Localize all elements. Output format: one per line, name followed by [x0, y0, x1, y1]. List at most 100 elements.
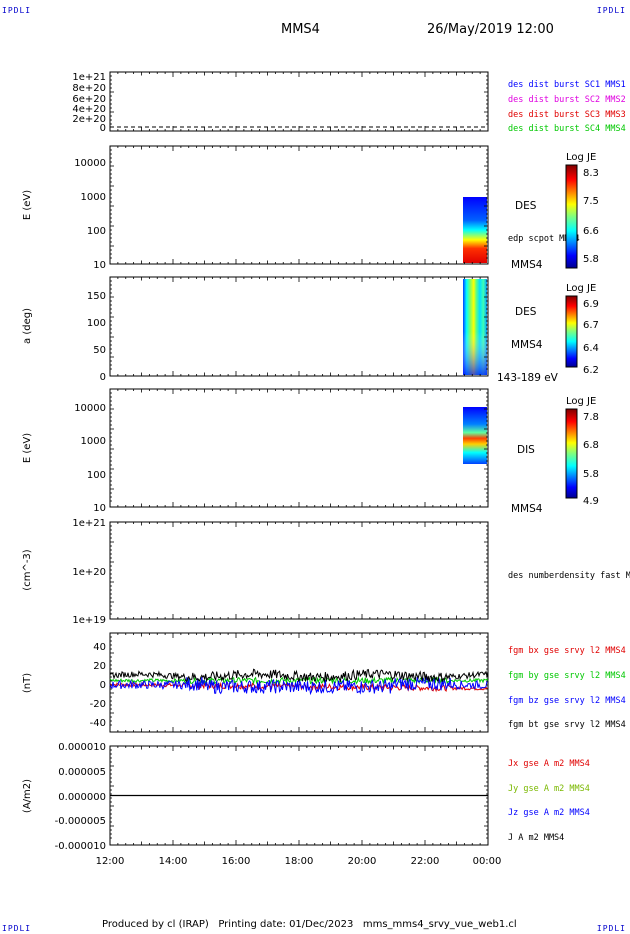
panel3-colorbar-tick-0: 6.9: [583, 299, 599, 310]
panel2-ytick-0: 10000: [74, 158, 106, 169]
panel1-legend-sc2: des dist burst SC2 MMS2: [508, 95, 626, 105]
panel5-ytick-1: 1e+20: [72, 567, 106, 578]
panel4-colorbar-tick-1: 6.8: [583, 440, 599, 451]
panel3-spectrogram: [463, 279, 487, 375]
panel4-colorbar-title: Log JE: [566, 396, 596, 407]
panel5-frame: [109, 521, 489, 620]
panel3-ytick-1: 100: [87, 318, 106, 329]
panel3-colorbar-title: Log JE: [566, 283, 596, 294]
panel4-ytick-3: 10: [93, 503, 106, 514]
panel1-ytick-3: 4e+20: [72, 104, 106, 115]
xtick-0: 12:00: [96, 856, 125, 867]
panel4-colorbar: [565, 408, 578, 499]
panel4-ytick-2: 100: [87, 470, 106, 481]
corner-label-top-right: IPDLI: [596, 6, 626, 15]
panel4-spectrogram: [463, 407, 487, 464]
panel4-ytick-0: 10000: [74, 403, 106, 414]
panel6-ytick-1: 20: [93, 661, 106, 672]
panel4-side-label: DIS: [517, 444, 535, 456]
panel1-ytick-0: 1e+21: [72, 72, 106, 83]
xtick-1: 14:00: [159, 856, 188, 867]
panel3-ylabel: a (deg): [22, 308, 33, 344]
panel2-colorbar-tick-1: 7.5: [583, 196, 599, 207]
panel3-colorbar-tick-2: 6.4: [583, 343, 599, 354]
spacecraft-title: MMS4: [281, 22, 320, 37]
panel1-legend-sc1: des dist burst SC1 MMS1: [508, 80, 626, 90]
panel2-colorbar: [565, 164, 578, 269]
panel2-spectrogram: [463, 197, 487, 263]
xtick-6: 00:00: [473, 856, 502, 867]
panel3-extra-label: MMS4: [511, 339, 543, 351]
panel1-ytick-5: 0: [100, 123, 106, 134]
footer-text: Produced by cl (IRAP) Printing date: 01/…: [102, 919, 517, 930]
panel6-ytick-2: 0: [100, 680, 106, 691]
axis-ticks: [109, 72, 489, 845]
panel6-legend-bt: fgm bt gse srvy l2 MMS4: [508, 720, 626, 730]
panel2-ylabel: E (eV): [22, 190, 33, 220]
panel7-legend-jx: Jx gse A m2 MMS4: [508, 759, 590, 769]
panel5-ytick-2: 1e+19: [72, 615, 106, 626]
panel1-legend-sc3: des dist burst SC3 MMS3: [508, 110, 626, 120]
panel4-ylabel: E (eV): [22, 433, 33, 463]
panel4-ytick-1: 1000: [81, 436, 106, 447]
xtick-4: 20:00: [348, 856, 377, 867]
panel2-colorbar-title: Log JE: [566, 152, 596, 163]
panel3-frame: [109, 276, 489, 377]
panel5-ytick-0: 1e+21: [72, 518, 106, 529]
panel4-bottom-label: MMS4: [511, 503, 543, 515]
panel2-ytick-3: 10: [93, 260, 106, 271]
panel3-colorbar-tick-1: 6.7: [583, 320, 599, 331]
panel2-colorbar-tick-0: 8.3: [583, 168, 599, 179]
corner-label-bottom-left: IPDLI: [2, 924, 32, 933]
panel2-ytick-2: 100: [87, 226, 106, 237]
panel5-ylabel: (cm^-3): [22, 549, 33, 590]
panel3-ytick-2: 50: [93, 345, 106, 356]
panel6-ytick-4: -40: [90, 718, 106, 729]
panel7-ylabel: (A/m2): [22, 779, 33, 813]
panel6-ytick-3: -20: [90, 699, 106, 710]
date-title: 26/May/2019 12:00: [427, 22, 554, 37]
panel7-ytick-1: 0.000005: [58, 767, 106, 778]
panel3-ytick-0: 150: [87, 291, 106, 302]
xtick-2: 16:00: [222, 856, 251, 867]
panel5-legend-density: des numberdensity fast M: [508, 571, 630, 581]
panel3-side-label: DES: [515, 306, 537, 318]
panel6-traces: [109, 668, 489, 696]
panel1-ytick-4: 2e+20: [72, 114, 106, 125]
corner-label-top-left: IPDLI: [2, 6, 32, 15]
panel7-legend-jz: Jz gse A m2 MMS4: [508, 808, 590, 818]
panel3-colorbar: [565, 295, 578, 368]
panel2-side-label: DES: [515, 200, 537, 212]
panel2-extra-label: edp scpot MMS4: [508, 234, 580, 244]
xtick-5: 22:00: [411, 856, 440, 867]
panel2-ytick-1: 1000: [81, 192, 106, 203]
panel4-colorbar-tick-3: 4.9: [583, 496, 599, 507]
panel2-colorbar-tick-2: 6.6: [583, 226, 599, 237]
panel4-colorbar-tick-0: 7.8: [583, 412, 599, 423]
panel1-legend-sc4: des dist burst SC4 MMS4: [508, 124, 626, 134]
panel3-bottom-label: 143-189 eV: [497, 372, 559, 384]
panel2-bottom-label: MMS4: [511, 259, 543, 271]
panel2-frame: [109, 145, 489, 265]
panel2-colorbar-tick-3: 5.8: [583, 254, 599, 265]
panel1-ytick-2: 6e+20: [72, 94, 106, 105]
panel1-ytick-1: 8e+20: [72, 83, 106, 94]
xtick-3: 18:00: [285, 856, 314, 867]
panel4-colorbar-tick-2: 5.8: [583, 469, 599, 480]
panel6-ylabel: (nT): [22, 673, 33, 693]
panel7-ytick-3: -0.000005: [55, 816, 106, 827]
panel3-ytick-3: 0: [100, 372, 106, 383]
panel7-ytick-4: -0.000010: [55, 841, 106, 852]
panel6-legend-by: fgm by gse srvy l2 MMS4: [508, 671, 626, 681]
panel7-ytick-0: 0.000010: [58, 742, 106, 753]
panel7-legend-jy: Jy gse A m2 MMS4: [508, 784, 590, 794]
panel1-frame: [109, 71, 489, 132]
panel6-ytick-0: 40: [93, 642, 106, 653]
panel7-legend-j: J A m2 MMS4: [508, 833, 564, 843]
panel6-legend-bx: fgm bx gse srvy l2 MMS4: [508, 646, 626, 656]
corner-label-bottom-right: IPDLI: [596, 924, 626, 933]
panel3-colorbar-tick-3: 6.2: [583, 365, 599, 376]
panel7-ytick-2: 0.000000: [58, 792, 106, 803]
panel4-frame: [109, 388, 489, 508]
